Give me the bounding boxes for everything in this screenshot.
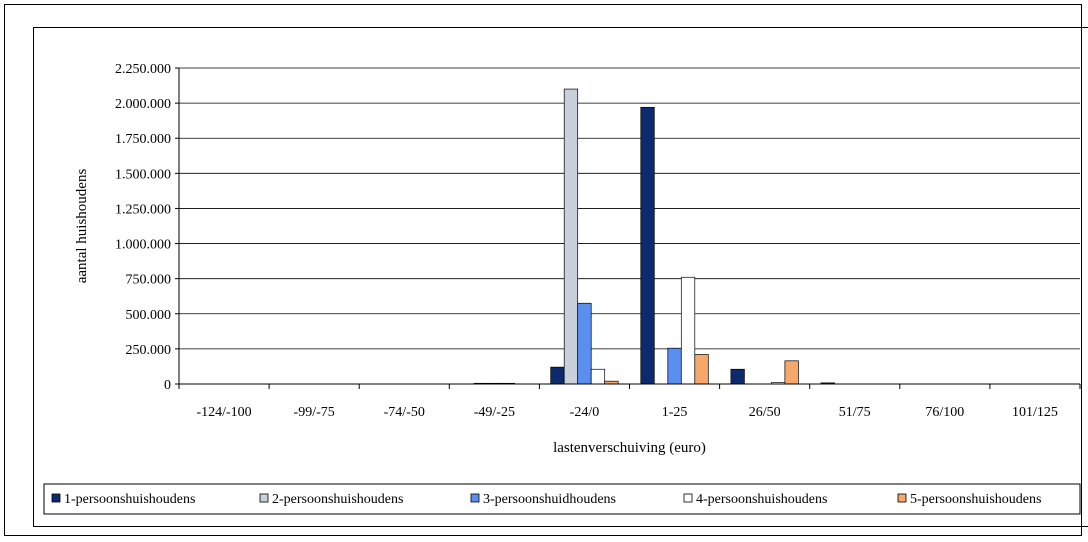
figure-frame: 0 250.000 500.000 750.000 1.000.000 1.250.000… [4, 4, 1088, 536]
bars [473, 88, 835, 385]
bar [667, 347, 682, 385]
bar-chart: 0 250.000 500.000 750.000 1.000.000 1.250.000… [43, 62, 1081, 515]
legend-box [43, 483, 1081, 515]
bar [563, 88, 579, 385]
y-tick-label: 500.000 [126, 308, 172, 323]
y-tick-label: 2.250.000 [115, 62, 171, 77]
x-tick-label: -99/-75 [294, 405, 335, 420]
y-tick-label: 750.000 [126, 273, 172, 288]
x-tick-label: 101/125 [1012, 405, 1058, 420]
x-tick-label: 1-25 [662, 405, 688, 420]
x-tick-label: 76/100 [925, 405, 964, 420]
legend-swatch [683, 493, 693, 503]
bar [590, 368, 606, 385]
legend-swatch [51, 493, 61, 503]
legend-swatch [470, 493, 480, 503]
x-tick-label: 51/75 [839, 405, 871, 420]
x-tick-label: -24/0 [570, 405, 600, 420]
legend-swatch [897, 493, 907, 503]
x-tick-label: -74/-50 [384, 405, 425, 420]
x-tick-label: 26/50 [749, 405, 781, 420]
y-axis-label: aantal huishoudens [74, 169, 90, 284]
bar [640, 106, 655, 385]
legend-label: 3-persoonshuidhoudens [483, 492, 616, 507]
bar [694, 354, 709, 385]
y-tick-label: 250.000 [126, 343, 172, 358]
legend-label: 2-persoonshuishoudens [272, 492, 403, 507]
legend-swatch [259, 493, 269, 503]
legend-label: 5-persoonshuishoudens [910, 492, 1041, 507]
legend-label: 1-persoonshuishoudens [64, 492, 195, 507]
axes [178, 68, 1080, 385]
y-tick-label: 2.000.000 [115, 97, 171, 112]
x-tick-label: -124/-100 [196, 405, 251, 420]
x-axis-label: lastenverschuiving (euro) [553, 440, 706, 456]
y-axis-ticks: 0 250.000 500.000 750.000 1.000.000 1.250.000… [115, 62, 179, 393]
legend-label: 4-persoonshuishoudens [696, 492, 827, 507]
bar [730, 368, 745, 385]
x-tick-label: -49/-25 [474, 405, 515, 420]
legend: 1-persoonshuishoudens 2-persoonshuishoude… [43, 483, 1081, 515]
y-tick-label: 1.750.000 [115, 132, 171, 147]
gridlines [179, 67, 1080, 350]
y-tick-label: 0 [164, 378, 171, 393]
bar [680, 276, 696, 385]
bar [550, 366, 565, 385]
y-tick-label: 1.250.000 [115, 202, 171, 217]
x-axis-ticks: -124/-100 -99/-75 -74/-50 -49/-25 -24/0 1-25 2… [178, 384, 1081, 420]
bar [784, 360, 799, 385]
y-tick-label: 1.500.000 [115, 167, 171, 182]
bar [577, 302, 592, 385]
y-tick-label: 1.000.000 [115, 238, 171, 253]
chart-area: 0 250.000 500.000 750.000 1.000.000 1.250.000… [33, 27, 1088, 527]
